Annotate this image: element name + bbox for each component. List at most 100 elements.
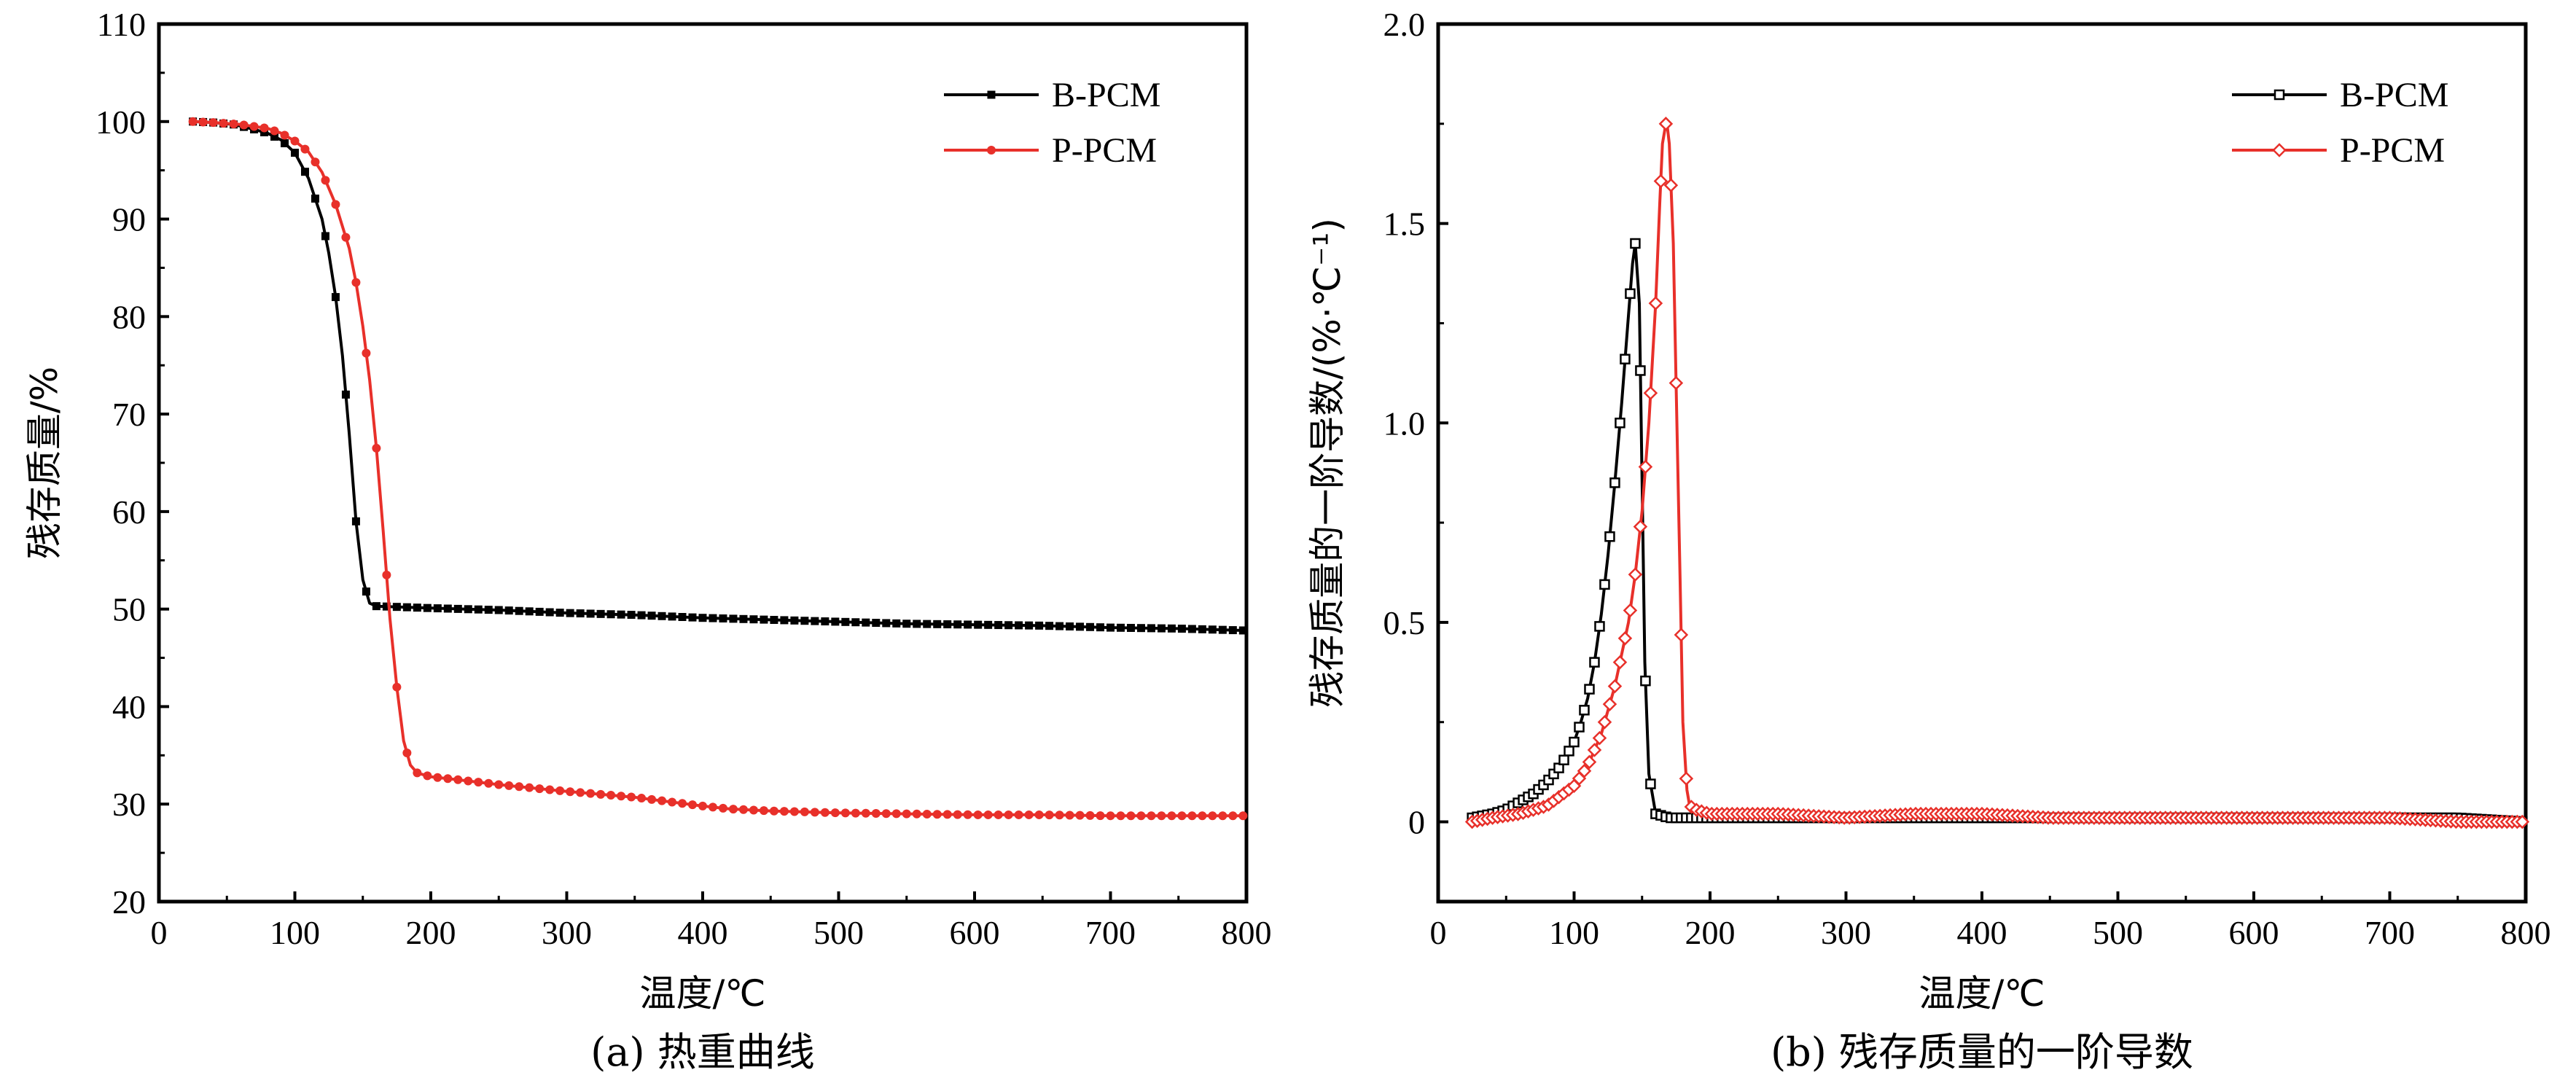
a-y-tick-label: 70	[112, 396, 146, 433]
a-point-b-pcm	[862, 618, 870, 627]
b-point-b-pcm	[1599, 579, 1610, 590]
b-point-p-pcm	[1623, 603, 1638, 618]
a-x-tick-label: 600	[950, 914, 1000, 951]
b-point-b-pcm	[1645, 778, 1656, 789]
a-point-p-pcm	[494, 780, 504, 789]
a-point-p-pcm	[566, 787, 575, 797]
a-point-b-pcm	[831, 617, 840, 626]
a-point-p-pcm	[718, 803, 727, 813]
b-point-b-pcm	[1640, 675, 1651, 687]
a-point-p-pcm	[647, 794, 657, 804]
a-x-tick-label: 300	[542, 914, 592, 951]
a-point-b-pcm	[606, 610, 615, 619]
a-point-b-pcm	[494, 606, 503, 614]
a-point-p-pcm	[1147, 811, 1156, 821]
a-point-b-pcm	[974, 620, 983, 629]
b-y-tick-label: 1.0	[1383, 405, 1426, 442]
panel-a-legend: B-PCM P-PCM	[944, 76, 1160, 170]
a-point-b-pcm	[1136, 624, 1145, 633]
a-point-b-pcm	[341, 390, 350, 399]
a-point-p-pcm	[973, 810, 983, 819]
a-point-b-pcm	[474, 605, 483, 614]
a-point-b-pcm	[362, 587, 370, 596]
a-point-p-pcm	[759, 806, 768, 816]
a-point-p-pcm	[229, 120, 238, 129]
b-legend-label-p-pcm: P-PCM	[2340, 131, 2445, 170]
b-point-p-pcm	[1577, 764, 1592, 778]
a-point-b-pcm	[913, 620, 921, 628]
a-point-p-pcm	[504, 781, 514, 790]
a-legend-label-p-pcm: P-PCM	[1052, 131, 1157, 170]
a-point-b-pcm	[1106, 623, 1115, 632]
a-point-b-pcm	[647, 612, 656, 620]
b-point-b-pcm	[1584, 684, 1595, 695]
a-point-b-pcm	[637, 611, 646, 620]
panel-a-y-axis-title: 残存质量/%	[23, 367, 66, 559]
b-y-tick-label: 0.5	[1383, 604, 1426, 641]
panel-a-x-axis-title: 温度/℃	[640, 972, 766, 1015]
a-point-b-pcm	[617, 610, 625, 619]
b-point-p-pcm	[1607, 679, 1623, 694]
a-point-p-pcm	[270, 126, 279, 136]
b-point-p-pcm	[1674, 628, 1689, 642]
a-point-p-pcm	[341, 233, 351, 242]
a-point-p-pcm	[688, 800, 698, 810]
a-point-p-pcm	[1116, 811, 1125, 821]
a-point-p-pcm	[188, 117, 198, 126]
b-markers-p-pcm	[1464, 117, 2530, 829]
a-point-b-pcm	[1086, 622, 1095, 631]
a-point-p-pcm	[840, 808, 850, 818]
b-point-p-pcm	[1648, 296, 1663, 310]
a-point-p-pcm	[596, 789, 606, 799]
b-point-p-pcm	[1638, 459, 1653, 474]
a-point-b-pcm	[953, 620, 962, 629]
a-point-b-pcm	[1198, 625, 1206, 633]
a-point-b-pcm	[709, 614, 717, 622]
a-point-b-pcm	[331, 293, 340, 302]
a-point-p-pcm	[657, 796, 667, 805]
a-markers-b-pcm	[189, 117, 1247, 635]
a-point-b-pcm	[1157, 624, 1166, 633]
a-point-p-pcm	[423, 771, 432, 781]
a-point-b-pcm	[1116, 623, 1125, 632]
a-point-p-pcm	[1126, 811, 1136, 821]
a-point-p-pcm	[994, 810, 1003, 819]
a-point-p-pcm	[1218, 811, 1227, 821]
a-point-b-pcm	[1126, 623, 1135, 632]
a-point-p-pcm	[922, 810, 932, 819]
a-y-tick-label: 30	[112, 786, 146, 823]
b-point-b-pcm	[1609, 477, 1620, 488]
a-point-b-pcm	[668, 612, 676, 621]
panel-b-x-axis-title: 温度/℃	[1919, 972, 2045, 1015]
a-point-p-pcm	[413, 768, 422, 778]
a-point-b-pcm	[545, 608, 554, 617]
a-point-p-pcm	[1014, 810, 1023, 819]
panel-b-derivative-chart: 0 100 200 300 400 500 600 700 800 0 0.5 1.0 1.5 2.0 B…	[1306, 6, 2551, 1075]
a-point-p-pcm	[1004, 810, 1013, 819]
a-point-p-pcm	[1096, 811, 1105, 821]
b-legend-marker-b-pcm	[2273, 89, 2285, 101]
a-point-p-pcm	[1034, 810, 1044, 819]
a-point-p-pcm	[871, 808, 881, 818]
a-point-b-pcm	[719, 614, 727, 623]
a-point-p-pcm	[433, 773, 442, 782]
a-point-b-pcm	[281, 139, 289, 148]
a-point-p-pcm	[1085, 810, 1095, 820]
a-point-p-pcm	[586, 789, 596, 798]
b-point-p-pcm	[1612, 655, 1628, 670]
a-point-p-pcm	[728, 805, 738, 814]
a-legend-marker-b-pcm	[987, 90, 996, 99]
b-legend-label-b-pcm: B-PCM	[2340, 76, 2448, 114]
a-point-p-pcm	[1024, 810, 1034, 819]
a-point-b-pcm	[1015, 621, 1023, 630]
panel-a-caption: (a) 热重曲线	[590, 1029, 815, 1075]
a-point-b-pcm	[402, 603, 411, 612]
a-point-p-pcm	[830, 808, 840, 818]
a-y-tick-label: 80	[112, 298, 146, 335]
b-y-tick-label: 2.0	[1383, 6, 1426, 43]
a-point-b-pcm	[841, 617, 850, 626]
b-point-b-pcm	[1594, 621, 1605, 632]
panel-b-ticks: 0 100 200 300 400 500 600 700 800 0 0.5 1.0 1.5 2.0	[1383, 6, 2551, 951]
a-point-b-pcm	[1177, 625, 1186, 633]
